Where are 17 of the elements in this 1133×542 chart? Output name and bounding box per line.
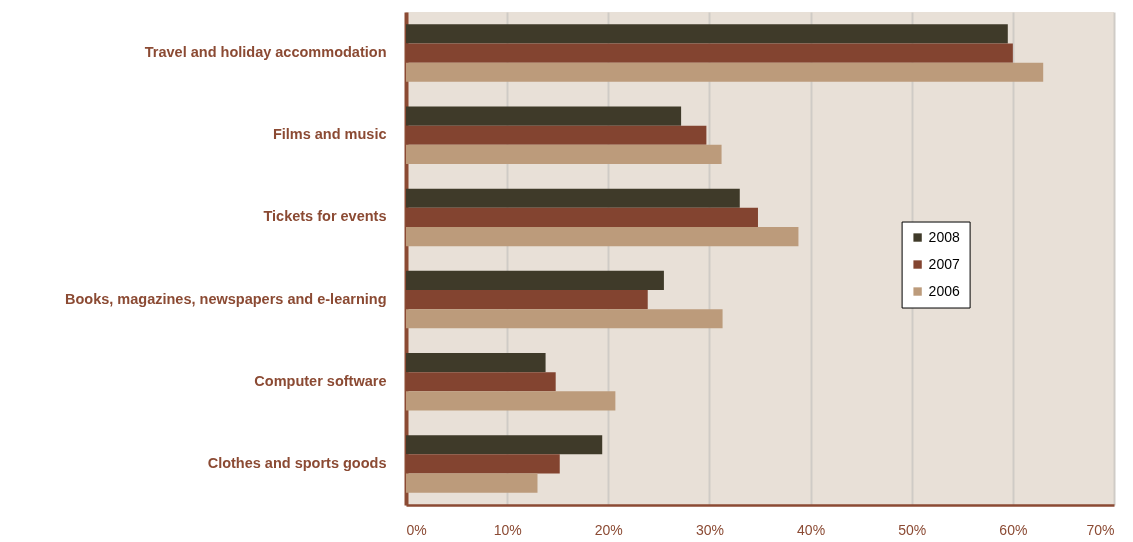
x-tick-label: 10% bbox=[493, 521, 522, 538]
y-tick-label: Films and music bbox=[272, 126, 387, 143]
legend-label: 2006 bbox=[928, 282, 960, 299]
y-tick-label: Travel and holiday accommodation bbox=[144, 44, 387, 61]
legend-label: 2007 bbox=[928, 255, 960, 272]
y-tick-label: Clothes and sports goods bbox=[207, 454, 387, 471]
x-tick-label: 60% bbox=[999, 521, 1028, 538]
y-tick-label: Tickets for events bbox=[263, 208, 387, 225]
x-tick-label: 20% bbox=[594, 521, 623, 538]
legend-label: 2008 bbox=[928, 228, 960, 245]
x-tick-label: 0% bbox=[406, 521, 427, 538]
y-tick-label: Books, magazines, newspapers and e-learning bbox=[64, 290, 387, 307]
y-tick-label: Computer software bbox=[254, 372, 387, 389]
x-tick-label: 50% bbox=[898, 521, 927, 538]
x-tick-label: 30% bbox=[695, 521, 724, 538]
x-tick-label: 70% bbox=[1086, 521, 1115, 538]
x-tick-label: 40% bbox=[797, 521, 826, 538]
